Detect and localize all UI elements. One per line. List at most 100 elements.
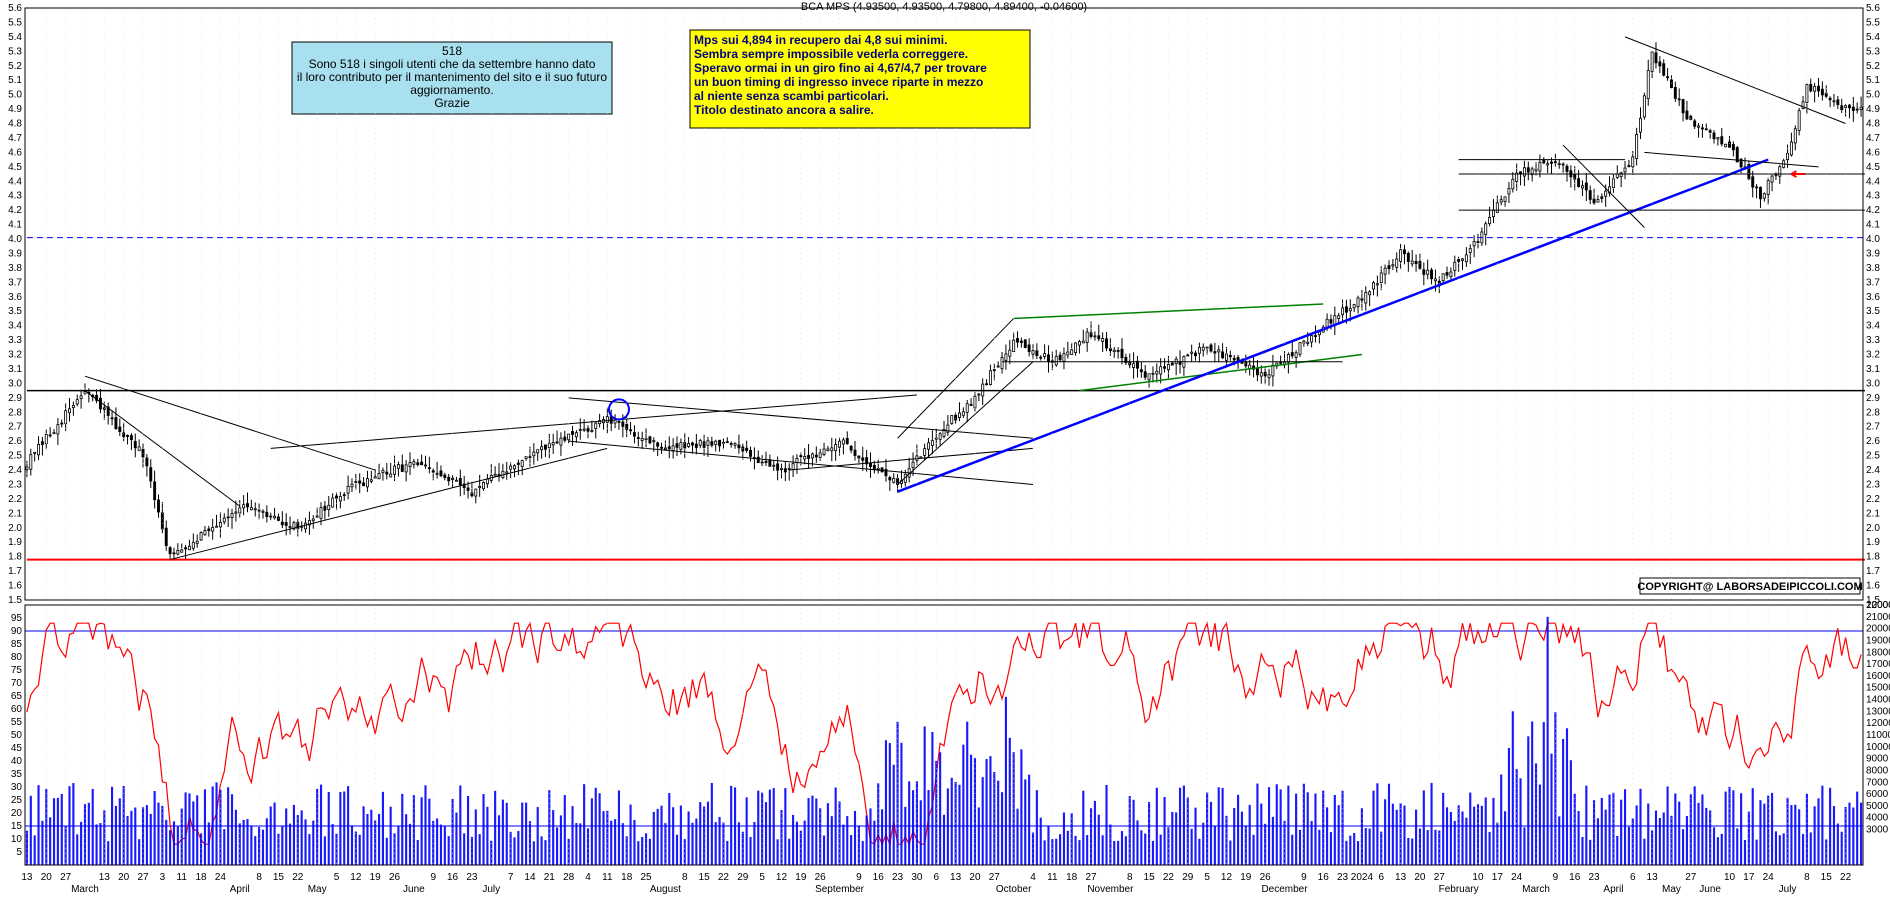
osc-tick-right: 14000: [1866, 695, 1890, 706]
osc-tick-right: 12000: [1866, 718, 1890, 729]
date-tick: 13: [950, 872, 962, 883]
osc-tick-right: 9000: [1866, 754, 1889, 765]
osc-tick-left: 20: [11, 808, 23, 819]
date-tick: 22: [292, 872, 304, 883]
date-tick: December: [1261, 884, 1308, 895]
price-tick-right: 2.0: [1866, 523, 1880, 534]
price-tick-left: 3.9: [8, 248, 22, 259]
osc-tick-left: 75: [11, 665, 23, 676]
price-tick-right: 1.7: [1866, 566, 1880, 577]
date-tick: 27: [989, 872, 1001, 883]
price-tick-left: 2.1: [8, 508, 22, 519]
date-tick: 13: [1647, 872, 1659, 883]
date-tick: 20: [1414, 872, 1426, 883]
date-tick: 22: [1840, 872, 1852, 883]
osc-tick-right: 17000: [1866, 659, 1890, 670]
date-tick: 20: [969, 872, 981, 883]
date-tick: 23: [892, 872, 904, 883]
price-tick-left: 4.2: [8, 205, 22, 216]
osc-tick-left: 30: [11, 782, 23, 793]
date-tick: 18: [195, 872, 207, 883]
osc-tick-right: 21000: [1866, 612, 1890, 623]
date-tick: 20: [118, 872, 130, 883]
price-tick-left: 5.0: [8, 90, 22, 101]
date-tick: 15: [699, 872, 711, 883]
price-tick-right: 4.4: [1866, 176, 1880, 187]
date-tick: 16: [873, 872, 885, 883]
price-tick-right: 2.9: [1866, 393, 1880, 404]
price-tick-right: 3.3: [1866, 335, 1880, 346]
date-tick: August: [650, 884, 681, 895]
date-tick: October: [996, 884, 1032, 895]
date-tick: 12: [776, 872, 788, 883]
date-tick: 18: [621, 872, 633, 883]
osc-tick-left: 15: [11, 821, 23, 832]
price-tick-left: 5.2: [8, 61, 22, 72]
osc-tick-right: 10000: [1866, 742, 1890, 753]
date-tick: 8: [1127, 872, 1133, 883]
date-tick: 27: [1685, 872, 1697, 883]
date-tick: 12: [1221, 872, 1233, 883]
price-tick-right: 3.6: [1866, 292, 1880, 303]
osc-tick-right: 15000: [1866, 683, 1890, 694]
date-tick: 26: [389, 872, 401, 883]
date-tick: 9: [856, 872, 862, 883]
price-tick-right: 4.6: [1866, 147, 1880, 158]
price-tick-right: 3.4: [1866, 321, 1880, 332]
date-tick: 15: [273, 872, 285, 883]
price-tick-right: 2.4: [1866, 465, 1880, 476]
price-tick-left: 3.2: [8, 350, 22, 361]
date-tick: 5: [759, 872, 765, 883]
price-tick-right: 3.0: [1866, 378, 1880, 389]
comment-box-line: Titolo destinato ancora a salire.: [694, 103, 874, 117]
price-tick-right: 3.5: [1866, 306, 1880, 317]
price-tick-left: 4.6: [8, 147, 22, 158]
date-tick: 16: [1318, 872, 1330, 883]
comment-box-line: Speravo ormai in un giro fino ai 4,67/4,…: [694, 61, 987, 75]
comment-box-line: un buon timing di ingresso invece ripart…: [694, 75, 983, 89]
date-tick: 12: [350, 872, 362, 883]
comment-box-line: Sembra sempre impossibile vederla correg…: [694, 47, 968, 61]
price-tick-left: 4.3: [8, 191, 22, 202]
price-tick-left: 3.5: [8, 306, 22, 317]
date-tick: 24: [215, 872, 227, 883]
date-tick: 23: [1337, 872, 1349, 883]
date-tick: 11: [177, 872, 188, 883]
price-tick-right: 3.2: [1866, 350, 1880, 361]
date-tick: 3: [160, 872, 166, 883]
date-tick: 9: [430, 872, 436, 883]
date-tick: 26: [815, 872, 827, 883]
date-tick: 6: [1630, 872, 1636, 883]
price-tick-right: 4.9: [1866, 104, 1880, 115]
price-tick-left: 5.5: [8, 17, 22, 28]
price-tick-left: 5.3: [8, 46, 22, 57]
copyright-text: COPYRIGHT@ LABORSADEIPICCOLI.COM: [1637, 581, 1862, 593]
price-tick-left: 1.5: [8, 595, 22, 606]
date-tick: March: [71, 884, 99, 895]
date-tick: May: [308, 884, 327, 895]
date-tick: 8: [256, 872, 262, 883]
date-tick: 27: [1434, 872, 1446, 883]
price-tick-left: 5.4: [8, 32, 22, 43]
osc-tick-right: 8000: [1866, 765, 1889, 776]
chart-title: BCA MPS (4.93500, 4.93500, 4.79800, 4.89…: [801, 1, 1087, 13]
price-tick-right: 5.4: [1866, 32, 1880, 43]
price-tick-left: 4.4: [8, 176, 22, 187]
price-tick-left: 1.8: [8, 552, 22, 563]
date-tick: May: [1662, 884, 1681, 895]
price-tick-left: 2.5: [8, 451, 22, 462]
date-tick: 28: [563, 872, 575, 883]
price-tick-left: 5.6: [8, 3, 22, 14]
date-tick: 4: [1030, 872, 1036, 883]
info-box-line: aggiornamento.: [410, 83, 493, 97]
price-tick-right: 3.9: [1866, 248, 1880, 259]
osc-tick-left: 5: [16, 847, 22, 858]
osc-tick-right: 13000: [1866, 706, 1890, 717]
osc-tick-left: 55: [11, 717, 23, 728]
date-tick: 27: [1085, 872, 1097, 883]
price-tick-left: 2.7: [8, 422, 22, 433]
osc-tick-left: 60: [11, 704, 23, 715]
date-tick: 27: [60, 872, 72, 883]
info-box-line: Sono 518 i singoli utenti che da settemb…: [309, 57, 596, 71]
date-tick: 15: [1144, 872, 1156, 883]
